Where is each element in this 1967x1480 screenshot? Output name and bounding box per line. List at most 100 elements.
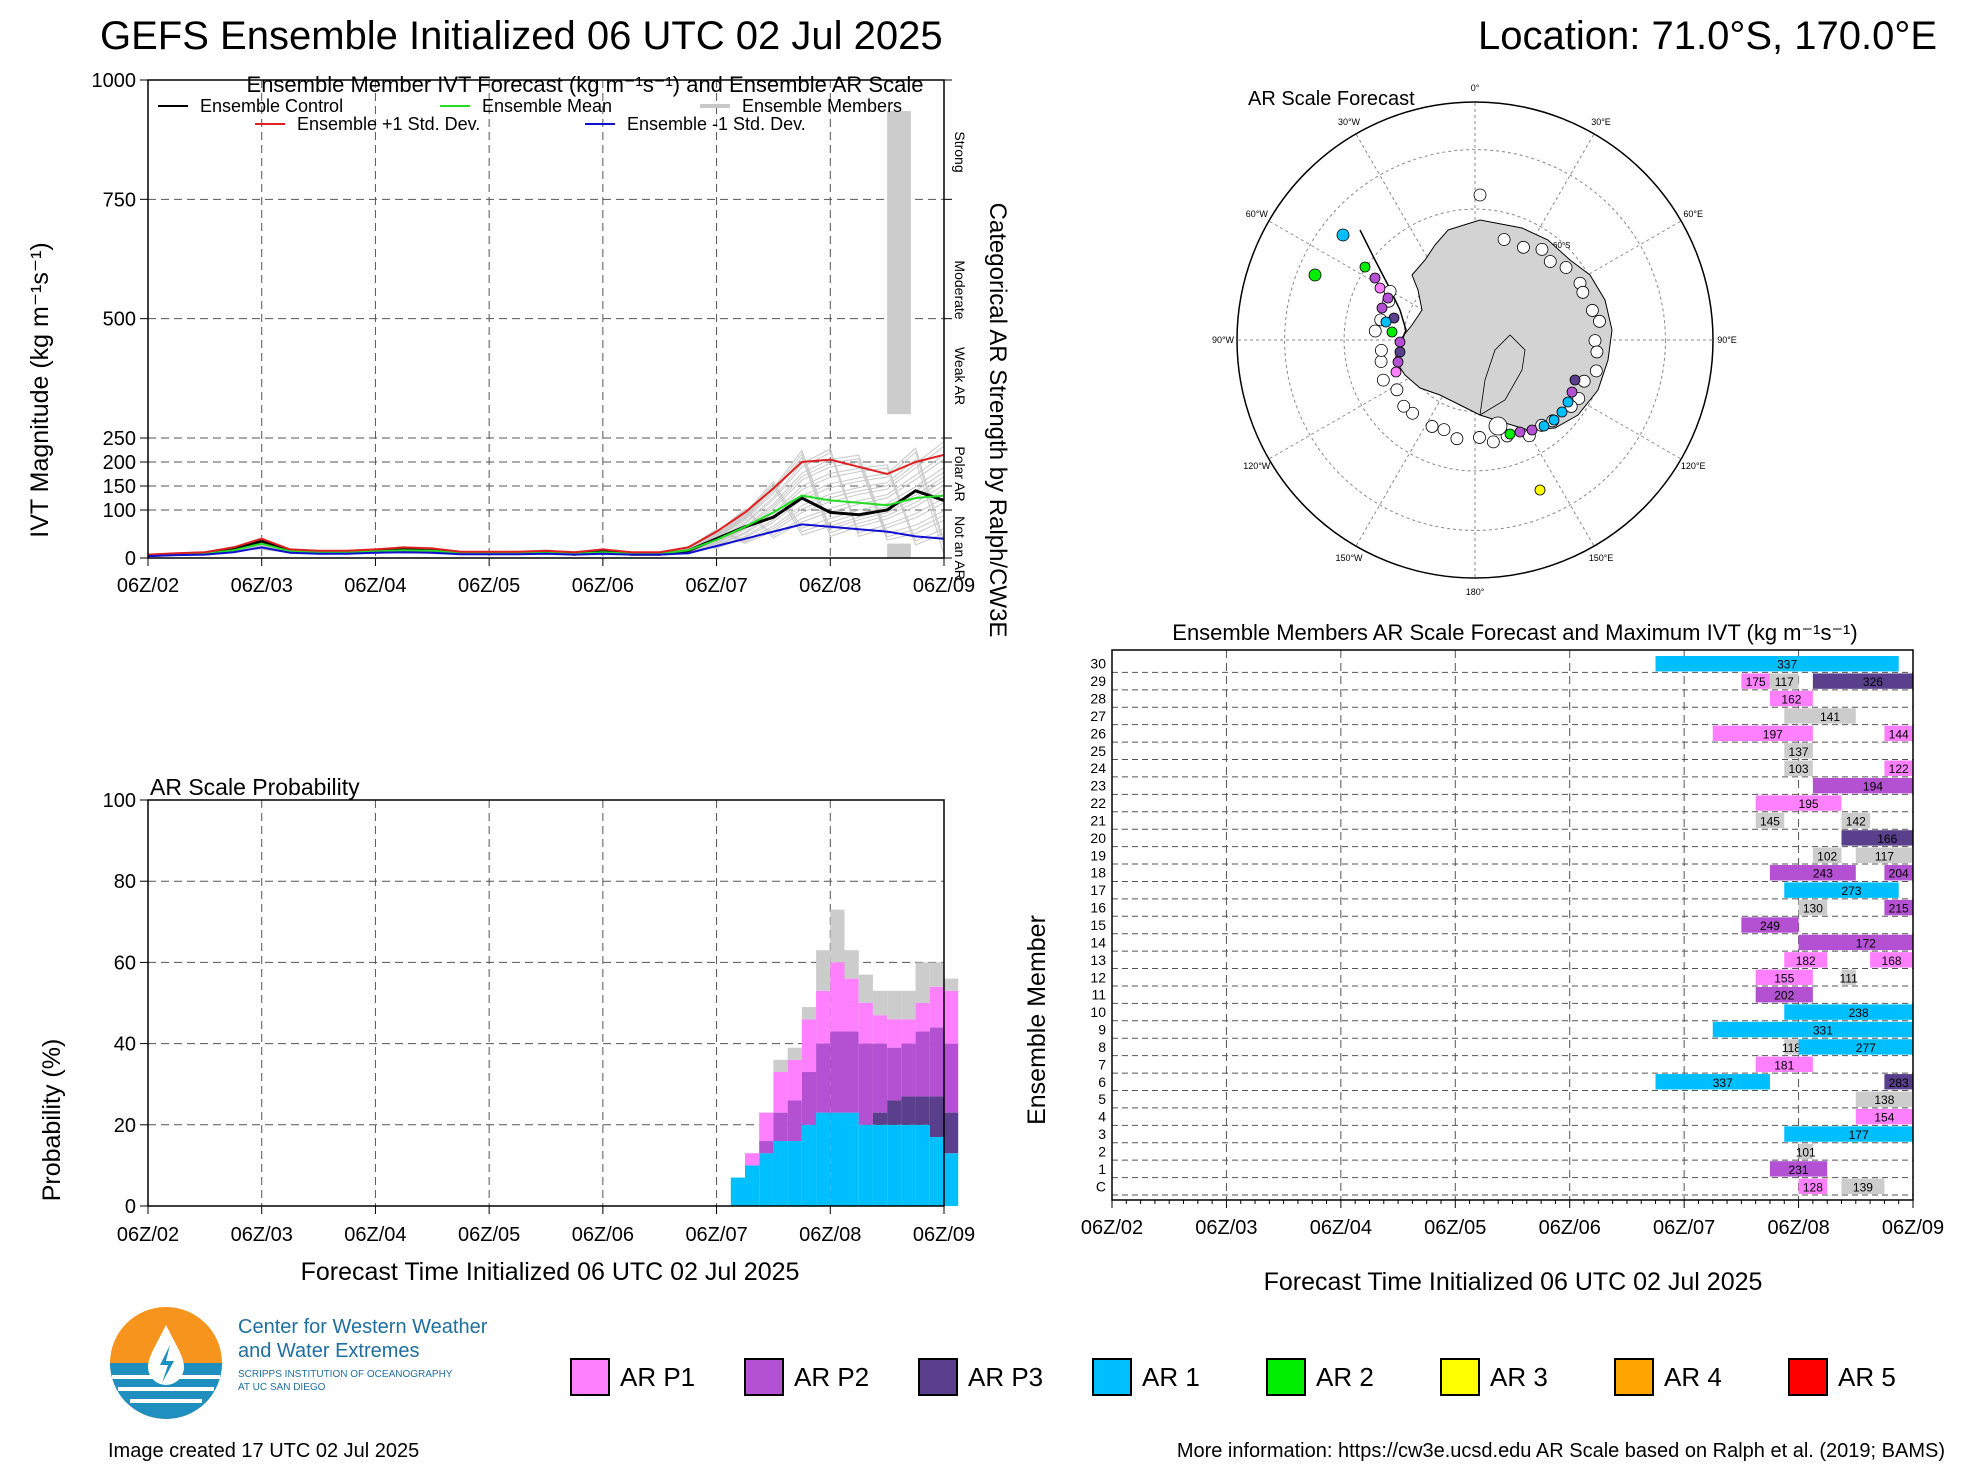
map-marker (1336, 228, 1350, 242)
members-ytick-label: 9 (1098, 1022, 1106, 1038)
members-xtick-label: 06Z/02 (1081, 1217, 1143, 1239)
member-bar-label: 139 (1853, 1180, 1873, 1194)
member-bar (1798, 899, 1828, 916)
members-ytick-label: 21 (1090, 812, 1106, 828)
map-marker-none (1390, 383, 1404, 397)
prob-bar-segment (773, 1141, 788, 1206)
member-bar (1798, 934, 1913, 951)
members-ytick-label: 22 (1090, 795, 1106, 811)
member-bar-label: 182 (1796, 954, 1816, 968)
member-bar-label: 117 (1875, 849, 1894, 863)
prob-bar-segment (844, 1112, 859, 1206)
legend-label-mean: Ensemble Mean (482, 96, 612, 116)
ivt-ytick-label: 250 (103, 428, 136, 450)
ar-box-whisker (887, 111, 911, 558)
members-chart-title: Ensemble Members AR Scale Forecast and M… (1172, 620, 1857, 645)
prob-bar-segment (944, 1112, 959, 1154)
map-marker (1538, 420, 1550, 432)
member-bar-label: 215 (1889, 902, 1909, 916)
member-bar (1784, 882, 1899, 898)
legend-label-plus_std: Ensemble +1 Std. Dev. (297, 114, 480, 134)
map-marker (1374, 282, 1386, 294)
member-bar-label: 162 (1781, 693, 1801, 707)
member-bar (1855, 1091, 1913, 1107)
map-marker-none (1588, 334, 1602, 348)
member-bar (1755, 795, 1842, 811)
logo-graphic: Center for Western Weather and Water Ext… (110, 1307, 488, 1419)
prob-bar-segment (759, 1112, 774, 1142)
member-bar (1784, 743, 1813, 759)
prob-xtick-label: 06Z/09 (913, 1224, 975, 1246)
members-ytick-label: C (1096, 1178, 1106, 1194)
members-ytick-label: 15 (1090, 917, 1106, 933)
prob-bar-segment (929, 986, 944, 1028)
map-marker (1556, 406, 1568, 418)
legend-item: AR 3 (1440, 1355, 1548, 1399)
prob-bar-segment (745, 1153, 760, 1166)
prob-bar-segment (872, 1112, 888, 1125)
member-bar-label: 337 (1713, 1076, 1733, 1090)
prob-xtick-label: 06Z/03 (231, 1224, 293, 1246)
map-marker (1548, 414, 1560, 426)
prob-bar-segment (830, 909, 845, 963)
ar-box-low (887, 543, 911, 558)
ivt-category-label: Strong (952, 131, 968, 172)
prob-bar-segment (801, 1019, 817, 1073)
member-bar-label: 102 (1817, 849, 1837, 863)
prob-frame (147, 799, 945, 1207)
prob-bar-segment (773, 1072, 788, 1113)
legend-label: AR 2 (1316, 1361, 1374, 1392)
map-marker (1386, 326, 1398, 338)
member-bar-label: 118 (1782, 1041, 1801, 1055)
member-bar-label: 204 (1889, 867, 1909, 881)
logo-line2: and Water Extremes (238, 1340, 420, 1362)
map-lon-label: 90°E (1717, 335, 1737, 345)
prob-bar-segment (901, 1019, 916, 1044)
prob-bar-segment (858, 1003, 873, 1044)
prob-bar-segment (830, 1112, 845, 1206)
ivt-lines (147, 453, 945, 558)
prob-chart-title: AR Scale Probability (150, 774, 360, 800)
prob-bar-segment (915, 1124, 930, 1206)
ar-category-legend: AR P1 AR P2 AR P3 AR 1 AR 2 AR 3 AR 4 AR 5 (570, 1355, 1950, 1403)
legend-label: AR 1 (1142, 1361, 1200, 1392)
prob-bar-segment (759, 1153, 774, 1206)
map-marker-none (1406, 406, 1419, 420)
map-lon-label: 60°W (1246, 209, 1269, 219)
member-bar (1755, 969, 1813, 985)
prob-bar-segment (759, 1141, 774, 1154)
member-bar (1655, 656, 1899, 672)
ivt-xtick-label: 06Z/02 (117, 575, 179, 597)
map-lon-label: 120°E (1681, 461, 1706, 471)
map-marker-none (1559, 261, 1573, 274)
legend-swatch (1614, 1358, 1654, 1396)
ivt-line-minus_std (147, 523, 945, 558)
member-bar (1841, 830, 1913, 846)
prob-bar-segment (929, 1096, 944, 1137)
map-marker (1562, 396, 1574, 408)
prob-ytick-label: 20 (114, 1115, 136, 1137)
prob-bar-segment (944, 1043, 959, 1113)
members-grid (1112, 650, 1913, 1200)
member-bar (1884, 865, 1913, 881)
member-bar-label: 141 (1820, 710, 1840, 724)
map-marker (1369, 272, 1381, 284)
ivt-member-line (147, 448, 945, 556)
member-bar (1812, 673, 1913, 689)
member-bar (1784, 952, 1828, 968)
map-marker-none (1535, 242, 1549, 256)
prob-xtick-label: 06Z/04 (344, 1224, 406, 1246)
map-lat-circle (1284, 149, 1666, 531)
ivt-category-label: Not an AR (952, 516, 968, 580)
ivt-member-line (147, 445, 945, 557)
map-lon-label: 150°W (1335, 553, 1363, 563)
prob-ytick-label: 0 (125, 1196, 136, 1218)
ivt-legend: Ensemble Control Ensemble Mean Ensemble Me… (158, 96, 902, 134)
legend-label: AR P1 (620, 1361, 696, 1392)
member-bar (1812, 777, 1913, 794)
map-meridian (1474, 220, 1682, 341)
prob-ytick-label: 60 (114, 952, 136, 974)
member-bar (1798, 1039, 1913, 1055)
ivt-right-label: Categorical AR Strength by Ralph/CW3E (984, 203, 1011, 638)
prob-bar-segment (844, 950, 859, 979)
